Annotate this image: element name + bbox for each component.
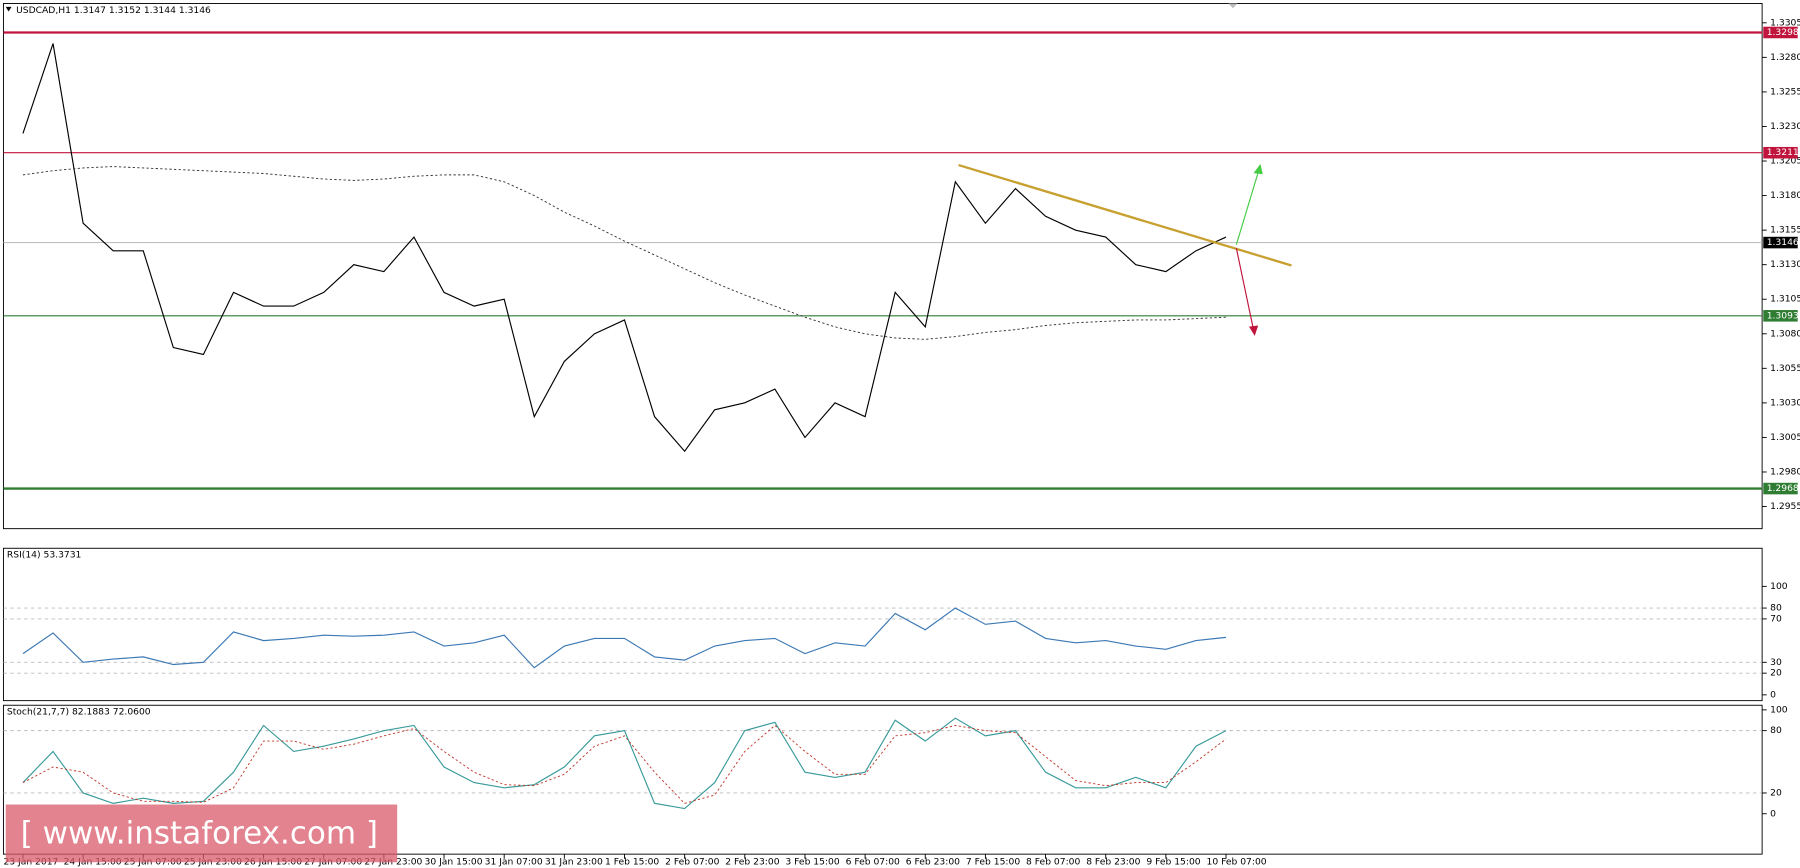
watermark: [ www.instaforex.com ] [21,815,378,851]
x-tick-label: 2 Feb 07:00 [665,857,719,868]
y-tick-label: 1.3305 [1770,17,1800,28]
series-line [22,43,1227,453]
y-tick-label: 1.2980 [1770,466,1800,477]
series-line [22,717,1227,810]
series-line [22,724,1227,804]
y-tick-label: 1.3280 [1770,52,1800,63]
level-label-box [1763,26,1798,39]
shift-marker [1228,3,1238,9]
y-tick-label: 70 [1770,613,1782,624]
x-tick-label: 9 Feb 15:00 [1146,857,1200,868]
panel-title: Stoch(21,7,7) 82.1883 72.0600 [7,707,151,718]
level-label: 1.3146 [1767,237,1799,248]
down-arrow-head [1248,325,1259,336]
y-tick-label: 1.3105 [1770,294,1800,305]
level-label: 1.3093 [1767,310,1799,321]
y-tick-label: 1.3230 [1770,121,1800,132]
x-tick-label: 31 Jan 07:00 [485,857,543,868]
x-tick-label: 6 Feb 23:00 [906,857,960,868]
x-tick-label: 1 Feb 15:00 [605,857,659,868]
x-tick-label: 8 Feb 07:00 [1026,857,1080,868]
y-tick-label: 1.3205 [1770,156,1800,167]
panel-title: RSI(14) 53.3731 [7,550,81,561]
rsi-panel [2,547,1763,702]
series-line [22,166,1227,340]
level-label: 1.2968 [1767,483,1799,494]
y-tick-label: 1.3055 [1770,363,1800,374]
level-label: 1.3298 [1767,27,1799,38]
y-tick-label: 1.3080 [1770,328,1800,339]
stoch-panel [2,704,1763,855]
layers: USDCAD,H1 1.3147 1.3152 1.3144 1.3146 1.3… [3,5,1800,868]
level-label: 1.3211 [1767,147,1799,158]
y-tick-label: 1.3155 [1770,225,1800,236]
down-arrow [1235,248,1255,331]
price-panel [2,3,1763,530]
watermark-box [5,804,398,863]
y-tick-label: 0 [1770,689,1776,700]
x-tick-label: 30 Jan 15:00 [425,857,483,868]
x-tick-label: 7 Feb 15:00 [966,857,1020,868]
y-tick-label: 100 [1770,704,1788,715]
up-arrow-head [1253,163,1263,175]
y-tick-label: 1.3255 [1770,86,1800,97]
level-label-box [1763,310,1798,322]
y-tick-label: 20 [1770,668,1782,679]
y-tick-label: 1.3005 [1770,432,1800,443]
y-tick-label: 30 [1770,657,1782,668]
y-tick-label: 80 [1770,725,1782,736]
y-tick-label: 1.3180 [1770,190,1800,201]
panel-title: USDCAD,H1 1.3147 1.3152 1.3144 1.3146 [16,5,211,16]
y-tick-label: 1.2955 [1770,501,1800,512]
x-tick-label: 10 Feb 07:00 [1207,857,1267,868]
x-tick-label: 3 Feb 15:00 [785,857,839,868]
series-line [22,607,1227,669]
y-tick-label: 100 [1770,581,1788,592]
x-tick-label: 31 Jan 23:00 [545,857,603,868]
menu-arrow[interactable] [5,6,12,12]
x-tick-label: 6 Feb 07:00 [846,857,900,868]
x-tick-label: 2 Feb 23:00 [725,857,779,868]
level-label-box [1763,482,1798,495]
y-tick-label: 1.3030 [1770,397,1800,408]
x-tick-label: 8 Feb 23:00 [1086,857,1140,868]
y-tick-label: 20 [1770,787,1782,798]
y-tick-label: 80 [1770,603,1782,614]
level-label-box [1763,236,1798,249]
y-tick-label: 0 [1770,808,1776,819]
y-tick-label: 1.3130 [1770,259,1800,270]
level-label-box [1763,146,1798,159]
up-arrow [1235,168,1260,245]
